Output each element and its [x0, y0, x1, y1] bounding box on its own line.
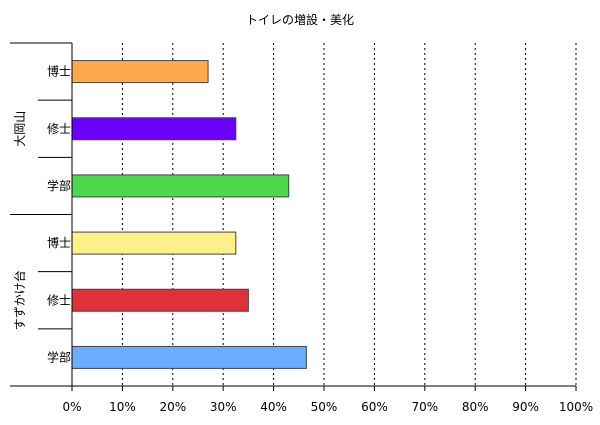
bar: [71, 345, 307, 369]
category-label: 学部: [47, 349, 71, 364]
category-label: 博士: [47, 64, 71, 79]
chart-title: トイレの増設・美化: [246, 12, 354, 27]
bar: [71, 117, 237, 141]
x-tick-label: 30%: [210, 400, 237, 414]
bar: [71, 60, 209, 84]
bars: [71, 60, 307, 369]
x-tick-label: 90%: [512, 400, 539, 414]
x-tick-label: 40%: [260, 400, 287, 414]
x-tick-label: 70%: [411, 400, 438, 414]
axes: [10, 42, 577, 391]
group-label: すずかけ台: [12, 270, 27, 330]
x-tick-label: 100%: [559, 400, 593, 414]
category-label: 学部: [47, 178, 71, 193]
group-label: 大岡山: [13, 111, 27, 147]
x-tick-label: 60%: [361, 400, 388, 414]
bar: [71, 174, 290, 198]
x-tick-label: 20%: [159, 400, 186, 414]
x-tick-label: 80%: [462, 400, 489, 414]
x-tick-label: 50%: [311, 400, 338, 414]
grid-lines: [121, 43, 577, 386]
x-tick-label: 10%: [109, 400, 136, 414]
bar: [71, 288, 249, 312]
bar: [71, 231, 237, 255]
category-label: 修士: [47, 292, 71, 307]
category-label: 博士: [47, 235, 71, 250]
category-label: 修士: [47, 121, 71, 136]
x-tick-labels: 0% 10% 20% 30% 40% 50% 60% 70% 80% 90% 100%: [62, 400, 593, 414]
x-tick-label: 0%: [62, 400, 81, 414]
